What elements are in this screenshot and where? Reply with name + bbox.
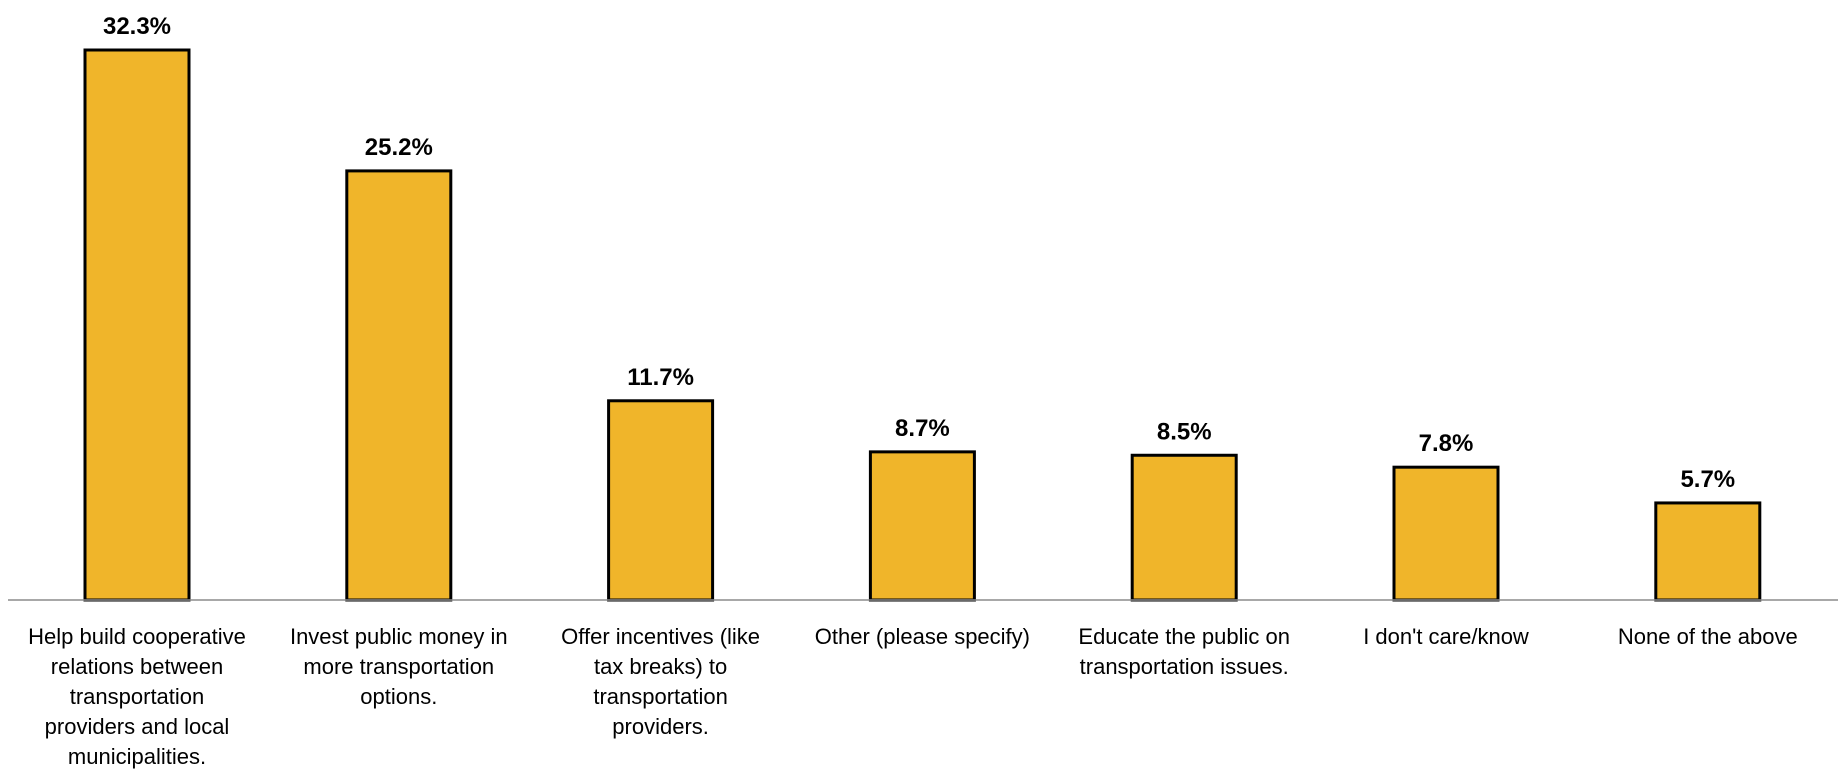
category-label-1-line-4: providers and local	[45, 714, 230, 739]
category-label-5-line-2: transportation issues.	[1080, 654, 1289, 679]
bar-1	[83, 48, 191, 602]
bars-layer	[83, 48, 1762, 602]
bar-3	[607, 399, 715, 602]
category-label-3-line-3: transportation	[593, 684, 728, 709]
value-labels-layer: 32.3% 25.2% 11.7% 8.7% 8.5% 7.8% 5.7%	[103, 13, 1735, 493]
category-label-6-line-1: I don't care/know	[1363, 624, 1529, 649]
category-label-7-line-1: None of the above	[1618, 624, 1798, 649]
category-label-2-line-1: Invest public money in	[290, 624, 508, 649]
data-label-4: 8.7%	[895, 415, 950, 442]
data-label-1: 32.3%	[103, 13, 171, 40]
category-label-2-line-2: more transportation	[303, 654, 494, 679]
category-label-3-line-1: Offer incentives (like	[561, 624, 760, 649]
category-label-2-line-3: options.	[360, 684, 437, 709]
data-label-3: 11.7%	[627, 364, 694, 391]
category-label-5-line-1: Educate the public on	[1078, 624, 1290, 649]
category-label-3: Offer incentives (like tax breaks) to tran…	[561, 624, 760, 739]
data-label-5: 8.5%	[1157, 418, 1212, 445]
category-label-1-line-5: municipalities.	[68, 744, 206, 769]
bar-7	[1654, 501, 1762, 602]
category-labels-layer: Help build cooperative relations between t…	[28, 624, 1798, 769]
category-label-1: Help build cooperative relations between t…	[28, 624, 246, 769]
data-label-7: 5.7%	[1680, 466, 1735, 493]
bar-6	[1392, 465, 1500, 602]
category-label-1-line-1: Help build cooperative	[28, 624, 246, 649]
category-label-4-line-1: Other (please specify)	[815, 624, 1030, 649]
category-label-1-line-2: relations between	[51, 654, 223, 679]
bar-5	[1130, 453, 1238, 602]
category-label-3-line-4: providers.	[612, 714, 709, 739]
category-label-6: I don't care/know	[1363, 624, 1529, 649]
bar-4	[868, 450, 976, 602]
data-label-6: 7.8%	[1419, 430, 1474, 457]
category-label-3-line-2: tax breaks) to	[594, 654, 727, 679]
category-label-1-line-3: transportation	[70, 684, 205, 709]
category-label-4: Other (please specify)	[815, 624, 1030, 649]
data-label-2: 25.2%	[365, 134, 433, 161]
category-label-2: Invest public money in more transportatio…	[290, 624, 508, 709]
category-label-7: None of the above	[1618, 624, 1798, 649]
category-label-5: Educate the public on transportation issu…	[1078, 624, 1290, 679]
bar-2	[345, 169, 453, 602]
